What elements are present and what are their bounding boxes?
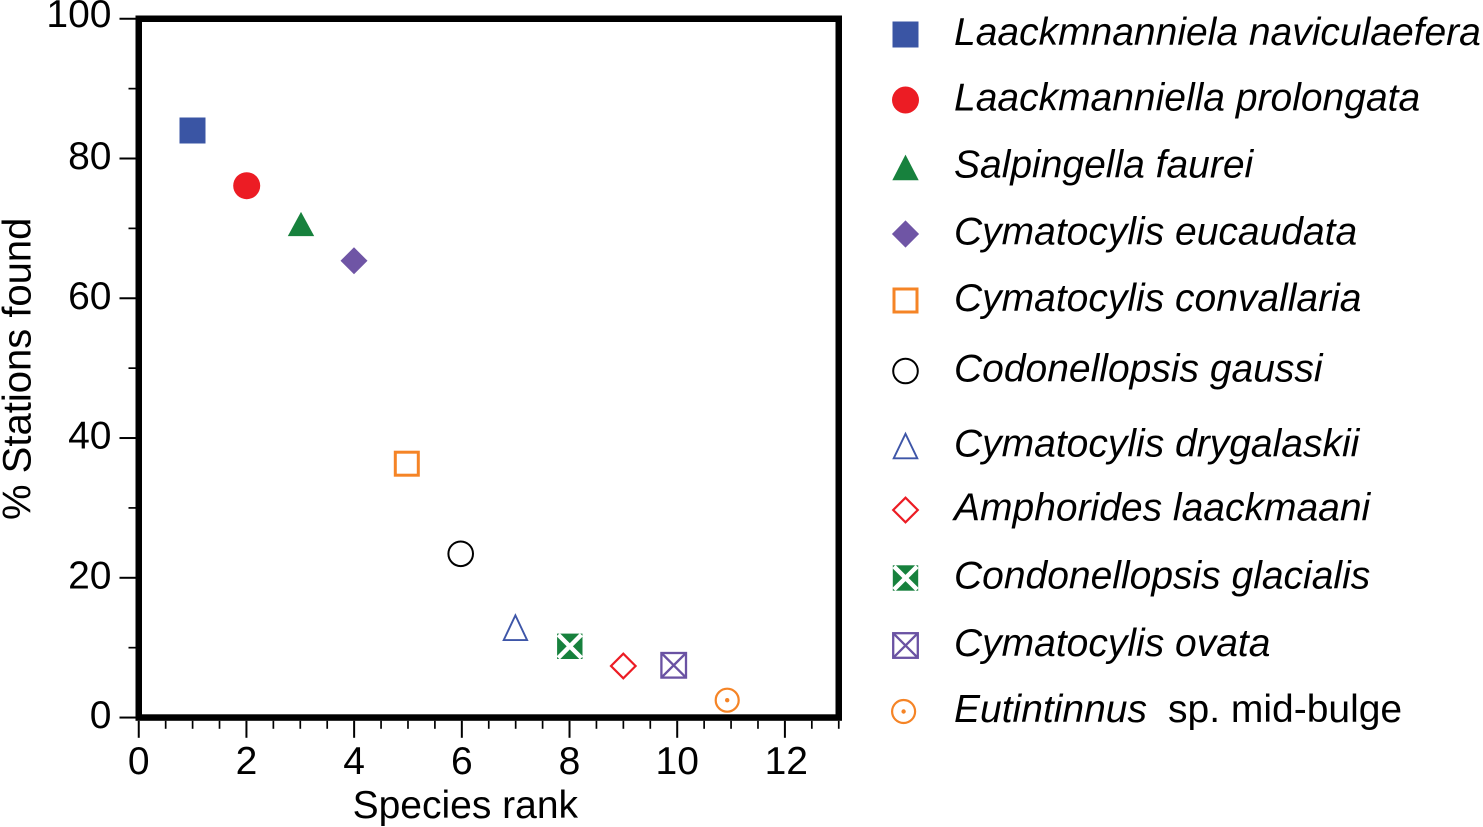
svg-text:2: 2 [236,740,258,783]
svg-text:Laackmnanniela naviculaefera: Laackmnanniela naviculaefera [954,11,1481,54]
svg-text:Cymatocylis convallaria: Cymatocylis convallaria [954,277,1361,320]
svg-text:8: 8 [559,740,581,783]
svg-text:6: 6 [451,740,473,783]
svg-text:Condonellopsis glacialis: Condonellopsis glacialis [954,555,1370,598]
svg-text:Cymatocylis eucaudata: Cymatocylis eucaudata [954,211,1357,254]
svg-text:10: 10 [656,740,699,783]
svg-text:12: 12 [765,740,808,783]
svg-text:Species rank: Species rank [353,784,579,827]
svg-text:60: 60 [68,275,111,318]
svg-text:0: 0 [128,740,150,783]
svg-text:0: 0 [90,694,112,737]
svg-text:Laackmanniella prolongata: Laackmanniella prolongata [954,77,1420,120]
svg-text:% Stations found: % Stations found [0,218,40,520]
svg-text:Salpingella faurei: Salpingella faurei [954,144,1255,187]
svg-text:Cymatocylis drygalaskii: Cymatocylis drygalaskii [954,423,1361,466]
svg-text:4: 4 [343,740,365,783]
svg-text:80: 80 [68,135,111,178]
svg-text:40: 40 [68,415,111,458]
svg-text:100: 100 [46,0,111,36]
svg-text:Codonellopsis gaussi: Codonellopsis gaussi [954,348,1324,391]
svg-text:20: 20 [68,554,111,597]
svg-text:Cymatocylis ovata: Cymatocylis ovata [954,622,1270,665]
svg-text:Amphorides laackmaani: Amphorides laackmaani [952,487,1372,530]
